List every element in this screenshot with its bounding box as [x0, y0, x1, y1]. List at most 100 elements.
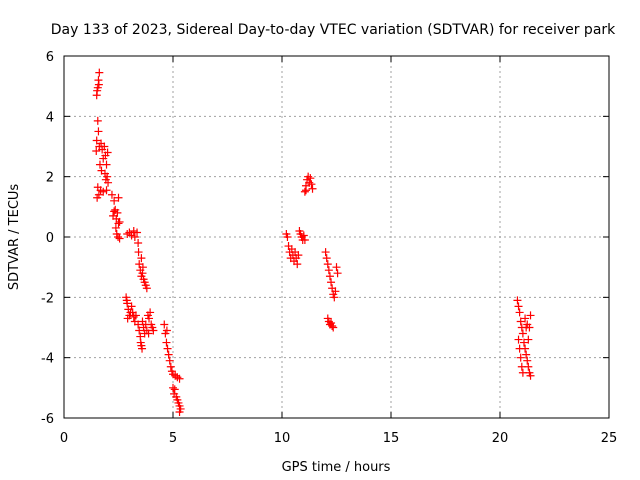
data-point: [135, 326, 144, 335]
data-point: [333, 269, 342, 278]
data-point: [93, 193, 102, 202]
data-point: [322, 254, 331, 263]
data-point: [524, 335, 533, 344]
data-point: [517, 362, 526, 371]
data-point: [300, 187, 309, 196]
data-point: [162, 338, 171, 347]
data-point: [513, 296, 522, 305]
data-point: [522, 323, 531, 332]
data-point: [324, 266, 333, 275]
data-point: [115, 234, 124, 243]
data-point: [169, 383, 177, 392]
data-point: [283, 233, 292, 241]
data-point: [131, 311, 140, 320]
data-point: [514, 302, 523, 311]
data-point: [521, 314, 530, 323]
data-point: [122, 296, 131, 305]
data-point: [110, 207, 119, 216]
data-point: [301, 186, 310, 195]
data-point: [162, 326, 171, 335]
y-tick-label: 0: [46, 231, 54, 246]
data-point: [321, 248, 330, 257]
data-point: [114, 193, 123, 202]
data-point: [104, 178, 113, 187]
data-point: [146, 308, 155, 317]
y-tick-label: 6: [46, 50, 54, 65]
data-point: [163, 344, 172, 353]
data-point: [325, 272, 334, 281]
grid-layer: [64, 56, 609, 418]
data-point: [94, 80, 103, 89]
x-tick-label: 0: [60, 431, 68, 446]
data-point: [294, 251, 303, 260]
data-point: [107, 190, 116, 199]
data-point: [134, 239, 143, 248]
x-tick-label: 20: [492, 431, 509, 446]
data-point: [123, 314, 132, 323]
data-point: [307, 180, 316, 189]
data-point: [175, 407, 184, 416]
data-point: [514, 335, 523, 344]
data-point: [308, 184, 317, 193]
data-point: [115, 217, 124, 226]
data-point: [103, 172, 112, 181]
data-point: [114, 233, 123, 241]
x-axis-label: GPS time / hours: [282, 460, 391, 475]
data-point: [175, 374, 184, 383]
data-point: [127, 231, 136, 240]
data-point: [331, 287, 340, 296]
data-point: [160, 320, 169, 329]
data-point: [515, 344, 524, 353]
data-point: [518, 329, 527, 338]
data-point: [149, 326, 158, 335]
data-point: [130, 233, 139, 241]
data-point: [516, 317, 525, 326]
data-point: [136, 338, 145, 347]
data-point: [519, 338, 528, 347]
data-point: [103, 148, 112, 157]
data-point: [518, 368, 527, 377]
data-point: [142, 284, 151, 293]
data-point: [144, 329, 153, 338]
x-tick-label: 5: [169, 431, 177, 446]
data-point: [133, 228, 142, 237]
data-point: [100, 142, 109, 151]
data-point: [114, 219, 123, 228]
data-point: [293, 260, 302, 269]
data-point: [330, 293, 339, 302]
data-point: [111, 223, 120, 232]
y-tick-label: 4: [46, 110, 54, 125]
data-point: [138, 263, 147, 272]
data-point: [93, 116, 102, 125]
data-point: [129, 226, 138, 235]
data-point: [110, 196, 119, 205]
data-point: [102, 186, 111, 195]
data-point: [300, 236, 309, 245]
data-point: [329, 323, 338, 332]
data-point: [299, 231, 308, 240]
data-point: [92, 136, 101, 145]
y-axis-label: SDTVAR / TECUs: [7, 184, 22, 291]
data-point: [516, 353, 525, 362]
data-point: [94, 127, 103, 136]
x-tick-label: 10: [274, 431, 291, 446]
data-point: [164, 350, 173, 359]
data-point: [323, 260, 332, 269]
data-point: [526, 371, 535, 380]
y-tick-label: -2: [41, 291, 54, 306]
data-point: [93, 86, 102, 95]
data-point: [306, 174, 315, 183]
x-tick-label: 25: [601, 431, 618, 446]
data-points: [92, 68, 535, 416]
data-point: [92, 147, 101, 156]
data-point: [145, 314, 154, 323]
data-point: [515, 308, 524, 317]
axis-ticks: 0 5 10 15 20 25 -6 -4 -2 0 2 4 6: [41, 50, 617, 446]
data-point: [137, 254, 146, 263]
data-point: [134, 248, 143, 257]
y-tick-label: 2: [46, 171, 54, 186]
data-point: [332, 263, 341, 272]
chart-title: Day 133 of 2023, Sidereal Day-to-day VTE…: [51, 22, 616, 38]
data-point: [138, 344, 147, 353]
y-tick-label: -6: [41, 412, 54, 427]
